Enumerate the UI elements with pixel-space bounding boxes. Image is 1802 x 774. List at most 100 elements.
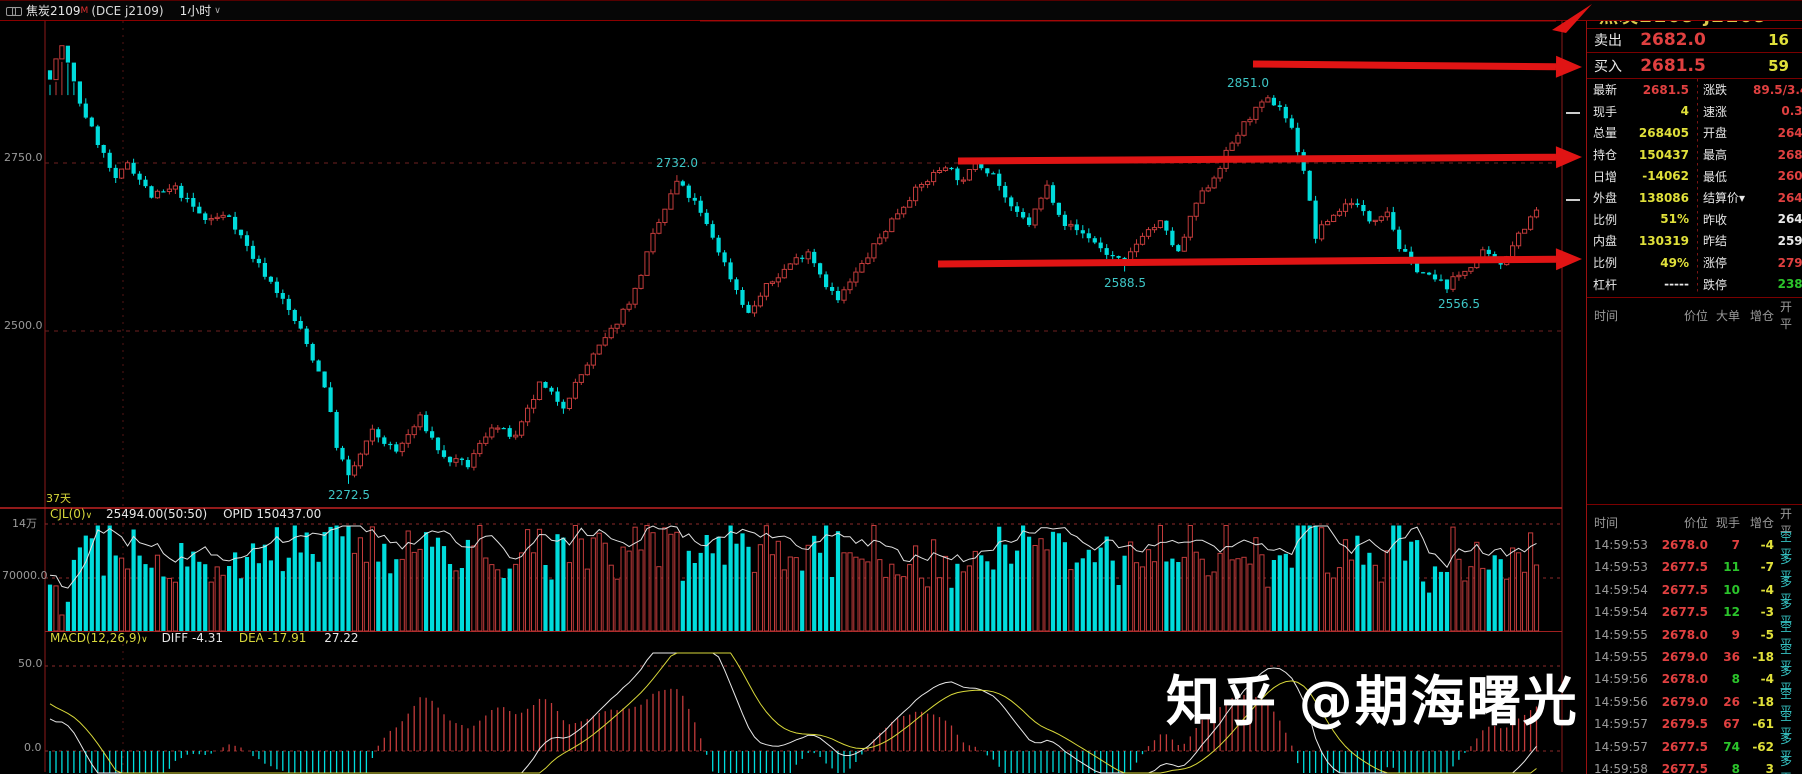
- field-value: 4: [1680, 104, 1689, 119]
- tick-row: 14:59:57 2679.5 67 -61 空平: [1594, 709, 1793, 741]
- field-value: 89.5/3.45: [1753, 82, 1802, 97]
- field-label: 速涨: [1703, 104, 1728, 119]
- quote-field-row: 日增 -14062 最低 2601: [1587, 165, 1802, 187]
- field-label: 最新: [1593, 83, 1618, 98]
- period-selector[interactable]: 1小时: [179, 4, 212, 18]
- quote-fields-grid: 最新 2681.5 涨跌 89.5/3.45 现手 4 速涨 0.37 总量 268405 开盘 26…: [1587, 79, 1802, 295]
- tick-row: 14:59:56 2679.0 26 -18 空平: [1594, 686, 1793, 718]
- tick-row: 14:59:55 2679.0 36 -18 空平: [1594, 641, 1793, 673]
- field-label: 涨停: [1703, 256, 1728, 271]
- field-value: 268405: [1638, 125, 1689, 140]
- column-header: 价位: [1683, 515, 1708, 530]
- field-value: 150437: [1638, 147, 1689, 162]
- swing-label-2851: 2851.0: [1227, 76, 1269, 90]
- swing-label-2732: 2732.0: [656, 156, 698, 170]
- field-value: -----: [1664, 277, 1689, 292]
- macd-name[interactable]: MACD(12,26,9): [50, 631, 142, 645]
- macd-dea-value: DEA -17.91: [238, 631, 307, 645]
- field-value: 2385: [1777, 277, 1802, 292]
- ask-quantity: 16: [1768, 31, 1789, 49]
- field-label: 总量: [1593, 126, 1618, 141]
- column-header: 大单: [1715, 308, 1740, 323]
- field-label: 开盘: [1703, 126, 1728, 141]
- quote-field-row: 比例 49% 涨停 2799: [1587, 252, 1802, 274]
- field-value: 130319: [1638, 233, 1689, 248]
- field-value: -14062: [1642, 169, 1689, 184]
- column-header: 开平: [1780, 300, 1793, 331]
- field-label: 比例: [1593, 212, 1618, 227]
- main-chart[interactable]: 2851.0 2732.0 2588.5 2556.5 2272.5: [0, 1, 1586, 774]
- tick-table-header: 时间 价位 现手 增仓 开平: [1587, 504, 1802, 538]
- swing-label-2556: 2556.5: [1438, 297, 1480, 311]
- field-label: 现手: [1593, 104, 1618, 119]
- macd-diff-value: DIFF -4.31: [161, 631, 224, 645]
- volume-axis-mid-label: 70000.0: [2, 569, 48, 582]
- field-value: 2799: [1777, 255, 1802, 270]
- ask-price: 2682.0: [1640, 30, 1706, 50]
- quote-field-row: 最新 2681.5 涨跌 89.5/3.45: [1587, 79, 1802, 101]
- quote-field-row: 杠杆 ----- 跌停 2385: [1587, 273, 1802, 295]
- field-value: 2643: [1777, 190, 1802, 205]
- column-header: 时间: [1594, 515, 1619, 530]
- field-value: 2641: [1777, 212, 1802, 227]
- price-axis-label-2500: 2500.0: [4, 319, 43, 332]
- swing-label-2272: 2272.5: [328, 488, 370, 502]
- field-value: 49%: [1660, 255, 1689, 270]
- tick-row: 14:59:57 2677.5 74 -62 多平: [1594, 731, 1793, 763]
- field-value: 0.37: [1781, 104, 1802, 119]
- field-label: 结算价▾: [1703, 191, 1746, 206]
- tick-row: 14:59:56 2678.0 8 -4 多平: [1594, 664, 1793, 696]
- field-label: 持仓: [1593, 148, 1618, 163]
- field-value: 2601: [1777, 169, 1802, 184]
- swing-label-2588: 2588.5: [1104, 276, 1146, 290]
- chevron-down-icon[interactable]: ∨: [214, 5, 221, 16]
- main-contract-marker: M: [80, 5, 89, 16]
- field-value: 2592: [1777, 233, 1802, 248]
- ask-row[interactable]: 卖出 2682.0 16: [1587, 28, 1802, 53]
- field-value: 138086: [1638, 190, 1689, 205]
- quote-field-row: 比例 51% 昨收 2641: [1587, 209, 1802, 231]
- quote-field-row: 内盘 130319 昨结 2592: [1587, 230, 1802, 252]
- bid-price: 2681.5: [1640, 55, 1706, 76]
- quote-field-row: 现手 4 速涨 0.37: [1587, 101, 1802, 123]
- column-header: 时间: [1594, 308, 1619, 323]
- cjl-name[interactable]: CJL(0): [50, 507, 86, 521]
- macd-bar-value: 27.22: [324, 631, 359, 645]
- field-label: 外盘: [1593, 191, 1618, 206]
- cjl-indicator-row: CJL(0)∨ 25494.00(50:50) OPID 150437.00: [50, 507, 321, 521]
- quote-field-row: 持仓 150437 最高 2687: [1587, 144, 1802, 166]
- field-label: 最高: [1703, 148, 1728, 163]
- field-label: 涨跌: [1703, 83, 1728, 98]
- macd-axis-zero-label: 0.0: [24, 741, 42, 754]
- tick-row: 14:59:55 2678.0 9 -5 空平: [1594, 619, 1793, 651]
- tick-row: 14:59:54 2677.5 12 -3 多平: [1594, 597, 1793, 629]
- cjl-value: 25494.00(50:50): [106, 507, 208, 521]
- volume-axis-top-label: 14万: [12, 517, 37, 530]
- holding-days-label: 37天: [46, 492, 71, 505]
- quote-field-row: 总量 268405 开盘 2647: [1587, 122, 1802, 144]
- bid-quantity: 59: [1768, 56, 1789, 75]
- bid-row[interactable]: 买入 2681.5 59: [1587, 53, 1802, 79]
- price-axis-label-2750: 2750.0: [4, 151, 43, 164]
- column-header: 增仓: [1749, 308, 1774, 323]
- tick-row: 14:59:53 2677.5 11 -7 多平: [1594, 552, 1793, 584]
- chevron-down-icon[interactable]: ∨: [141, 635, 148, 645]
- tick-row: 14:59:53 2678.0 7 -4 空平: [1594, 530, 1793, 561]
- column-header: 价位: [1683, 308, 1708, 323]
- chart-title-bar: 焦炭2109 M (DCE j2109) 1小时 ∨: [0, 1, 1802, 21]
- chevron-down-icon[interactable]: ∨: [85, 511, 93, 521]
- quote-field-row: 外盘 138086 结算价▾ 2643: [1587, 187, 1802, 209]
- field-value: 2681.5: [1642, 82, 1689, 97]
- macd-axis-mid-label: 50.0: [18, 657, 43, 670]
- column-header: 现手: [1715, 515, 1740, 530]
- field-label: 昨收: [1703, 212, 1728, 227]
- tick-row: 14:59:54 2677.5 10 -4 多平: [1594, 574, 1793, 606]
- column-header: 增仓: [1749, 515, 1774, 530]
- field-label: 比例: [1593, 256, 1618, 271]
- field-label: 昨结: [1703, 234, 1728, 249]
- bid-label: 买入: [1594, 58, 1622, 75]
- macd-indicator-row: MACD(12,26,9)∨ DIFF -4.31 DEA -17.91 27.…: [50, 631, 359, 645]
- field-label: 最低: [1703, 169, 1728, 184]
- link-icon[interactable]: [6, 6, 22, 16]
